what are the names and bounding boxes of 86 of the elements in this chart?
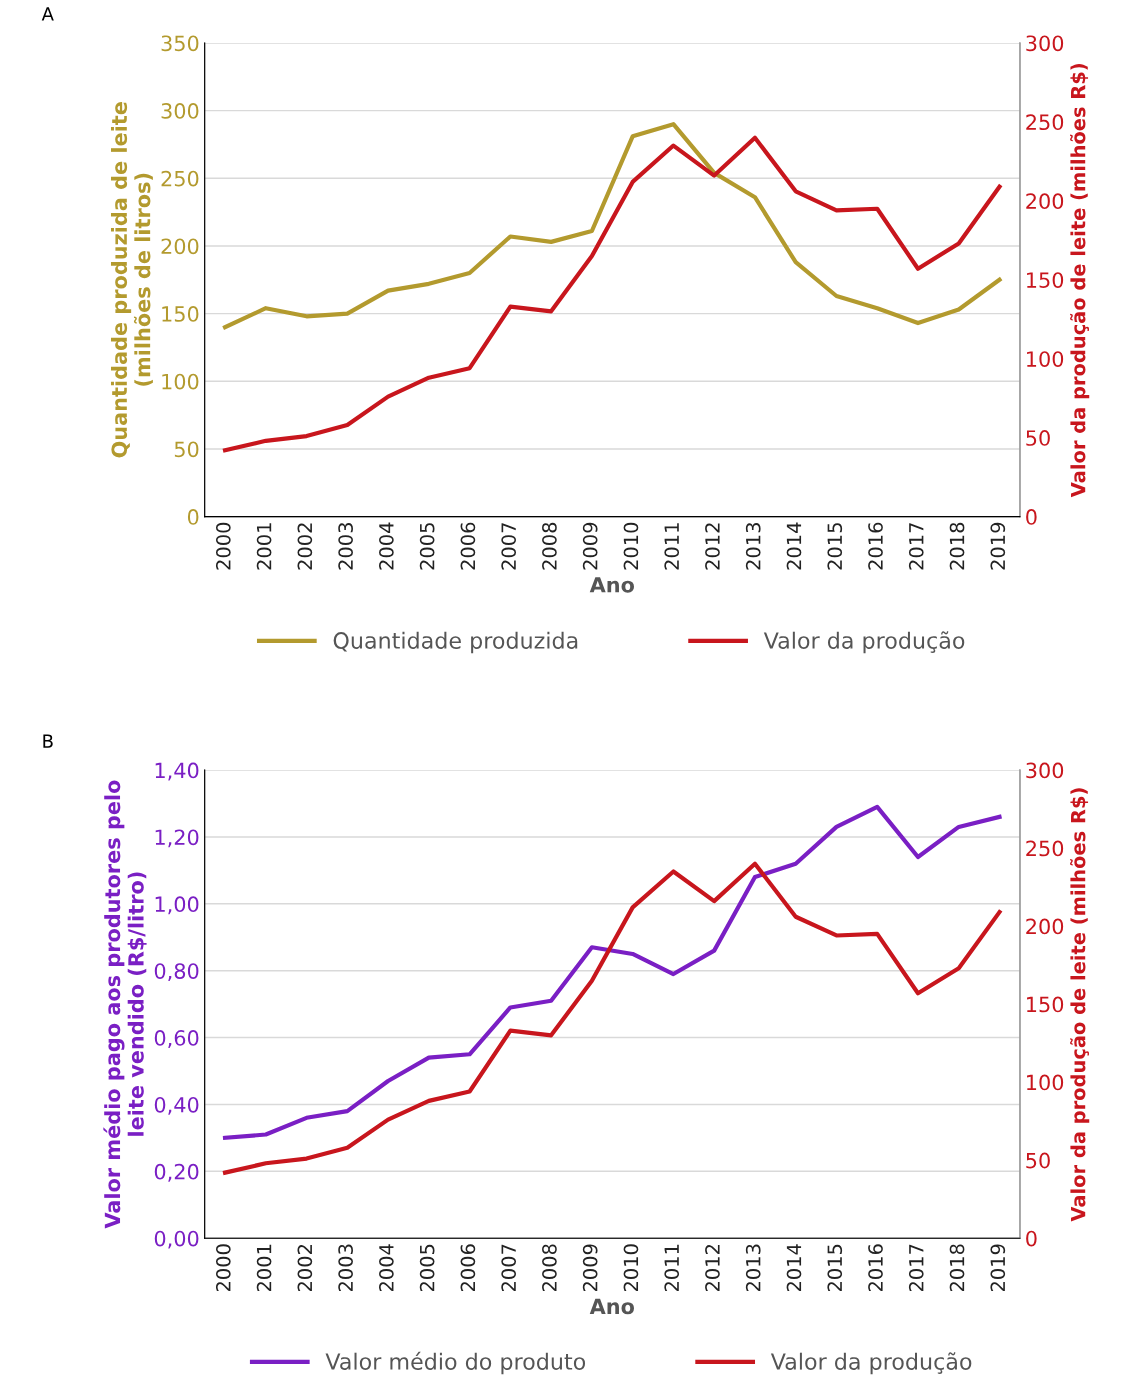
y2-tick-label: 100 [1027, 1074, 1064, 1091]
x-tick-label: 2016 [868, 1244, 883, 1292]
y-tick-label: 1,40 [155, 762, 199, 781]
x-tick-label: 2008 [542, 1244, 557, 1292]
x-tick-label: 2004 [379, 522, 394, 570]
x-tick-label: 2002 [297, 1245, 313, 1292]
text: A [41, 7, 54, 21]
y-tick-label: 50 [174, 441, 199, 458]
y2-tick-label: 300 [1026, 35, 1064, 52]
x-tick-label: 2012 [705, 523, 720, 570]
y-tick-label: 1,20 [155, 829, 199, 848]
x-tick-label: 2003 [338, 1244, 353, 1292]
x-tick-label: 2013 [745, 523, 761, 570]
x-tick-label: 2011 [664, 1244, 680, 1292]
text: B [43, 734, 53, 748]
y-axis-title: Quantidade produzida de leite (milhões de litros) [110, 102, 153, 458]
legend-label: Valor da produção [763, 631, 965, 654]
y-tick-label: 0,20 [154, 1163, 199, 1182]
x-tick-label: 2014 [786, 1244, 802, 1292]
x-tick-label: 2019 [990, 522, 1006, 570]
y2-axis-title: Valor da produção de leite (milhões R$) [1070, 788, 1090, 1222]
y2-tick-label: 200 [1026, 193, 1064, 210]
x-tick-label: 2001 [256, 1244, 272, 1292]
x-tick-label: 2009 [582, 1244, 598, 1292]
y-axis-title: Valor médio pago aos produtores pelo leite vendido (R$/litro) [103, 780, 147, 1229]
y-tick-label: 350 [161, 35, 199, 52]
x-tick-label: 2006 [460, 1244, 476, 1292]
x-tick-label: 2012 [705, 1245, 720, 1292]
y-tick-label: 150 [162, 306, 199, 322]
x-tick-label: 2019 [990, 1244, 1006, 1292]
x-tick-label: 2011 [664, 523, 680, 570]
y2-tick-label: 0 [1026, 1230, 1037, 1247]
x-tick-label: 2002 [297, 523, 313, 570]
x-tick-label: 2010 [623, 522, 639, 570]
y2-tick-label: 50 [1026, 430, 1050, 446]
y-tick-label: 100 [162, 373, 199, 390]
x-tick-label: 2014 [786, 522, 802, 570]
line-series [222, 122, 1002, 330]
x-axis-title: Ano [589, 577, 635, 593]
y-tick-label: 250 [161, 170, 199, 187]
y2-tick-label: 300 [1026, 762, 1064, 779]
x-tick-label: 2013 [745, 1244, 761, 1292]
y2-tick-label: 150 [1027, 272, 1064, 288]
y2-tick-label: 100 [1027, 351, 1064, 367]
legend-label: Quantidade produzida [333, 631, 578, 654]
line-series [222, 861, 1002, 1175]
x-tick-label: 2005 [419, 1244, 435, 1292]
x-tick-label: 2001 [256, 523, 272, 570]
line-series [222, 135, 1002, 453]
x-tick-label: 2017 [908, 523, 924, 570]
x-tick-label: 2018 [949, 1244, 965, 1292]
y2-tick-label: 50 [1026, 1152, 1050, 1169]
x-tick-label: 2017 [908, 1244, 924, 1292]
x-tick-label: 2016 [868, 522, 883, 570]
x-tick-label: 2000 [215, 522, 231, 570]
y-tick-label: 200 [161, 238, 199, 255]
x-axis-title: Ano [589, 1298, 635, 1315]
y2-tick-label: 0 [1026, 509, 1037, 525]
x-tick-label: 2015 [827, 1244, 843, 1292]
x-tick-label: 2018 [949, 522, 965, 570]
legend-label: Valor médio do produto [325, 1351, 586, 1375]
y2-axis-title: Valor da produção de leite (milhões R$) [1070, 63, 1090, 498]
y2-tick-label: 200 [1026, 918, 1064, 935]
x-tick-label: 2009 [582, 522, 598, 570]
y-tick-label: 0 [187, 509, 199, 525]
x-tick-label: 2015 [827, 523, 843, 570]
y-tick-label: 0,00 [154, 1230, 199, 1249]
line-series [222, 804, 1002, 1140]
x-tick-label: 2000 [215, 1244, 231, 1292]
y-tick-label: 1,00 [155, 896, 199, 915]
y-tick-label: 300 [161, 103, 199, 119]
y2-tick-label: 250 [1026, 114, 1064, 131]
y2-tick-label: 150 [1027, 996, 1064, 1013]
legend-label: Valor da produção [770, 1352, 972, 1375]
x-tick-label: 2006 [460, 522, 476, 570]
y-tick-label: 0,40 [154, 1096, 199, 1115]
y-tick-label: 0,80 [154, 963, 199, 982]
y2-tick-label: 250 [1026, 840, 1064, 857]
x-tick-label: 2005 [419, 523, 435, 570]
y-tick-label: 0,60 [154, 1030, 199, 1048]
x-tick-label: 2003 [338, 523, 353, 570]
x-tick-label: 2008 [542, 522, 557, 570]
x-tick-label: 2004 [379, 1244, 394, 1292]
x-tick-label: 2007 [501, 1244, 517, 1292]
x-tick-label: 2007 [501, 523, 517, 570]
x-tick-label: 2010 [623, 1244, 639, 1292]
